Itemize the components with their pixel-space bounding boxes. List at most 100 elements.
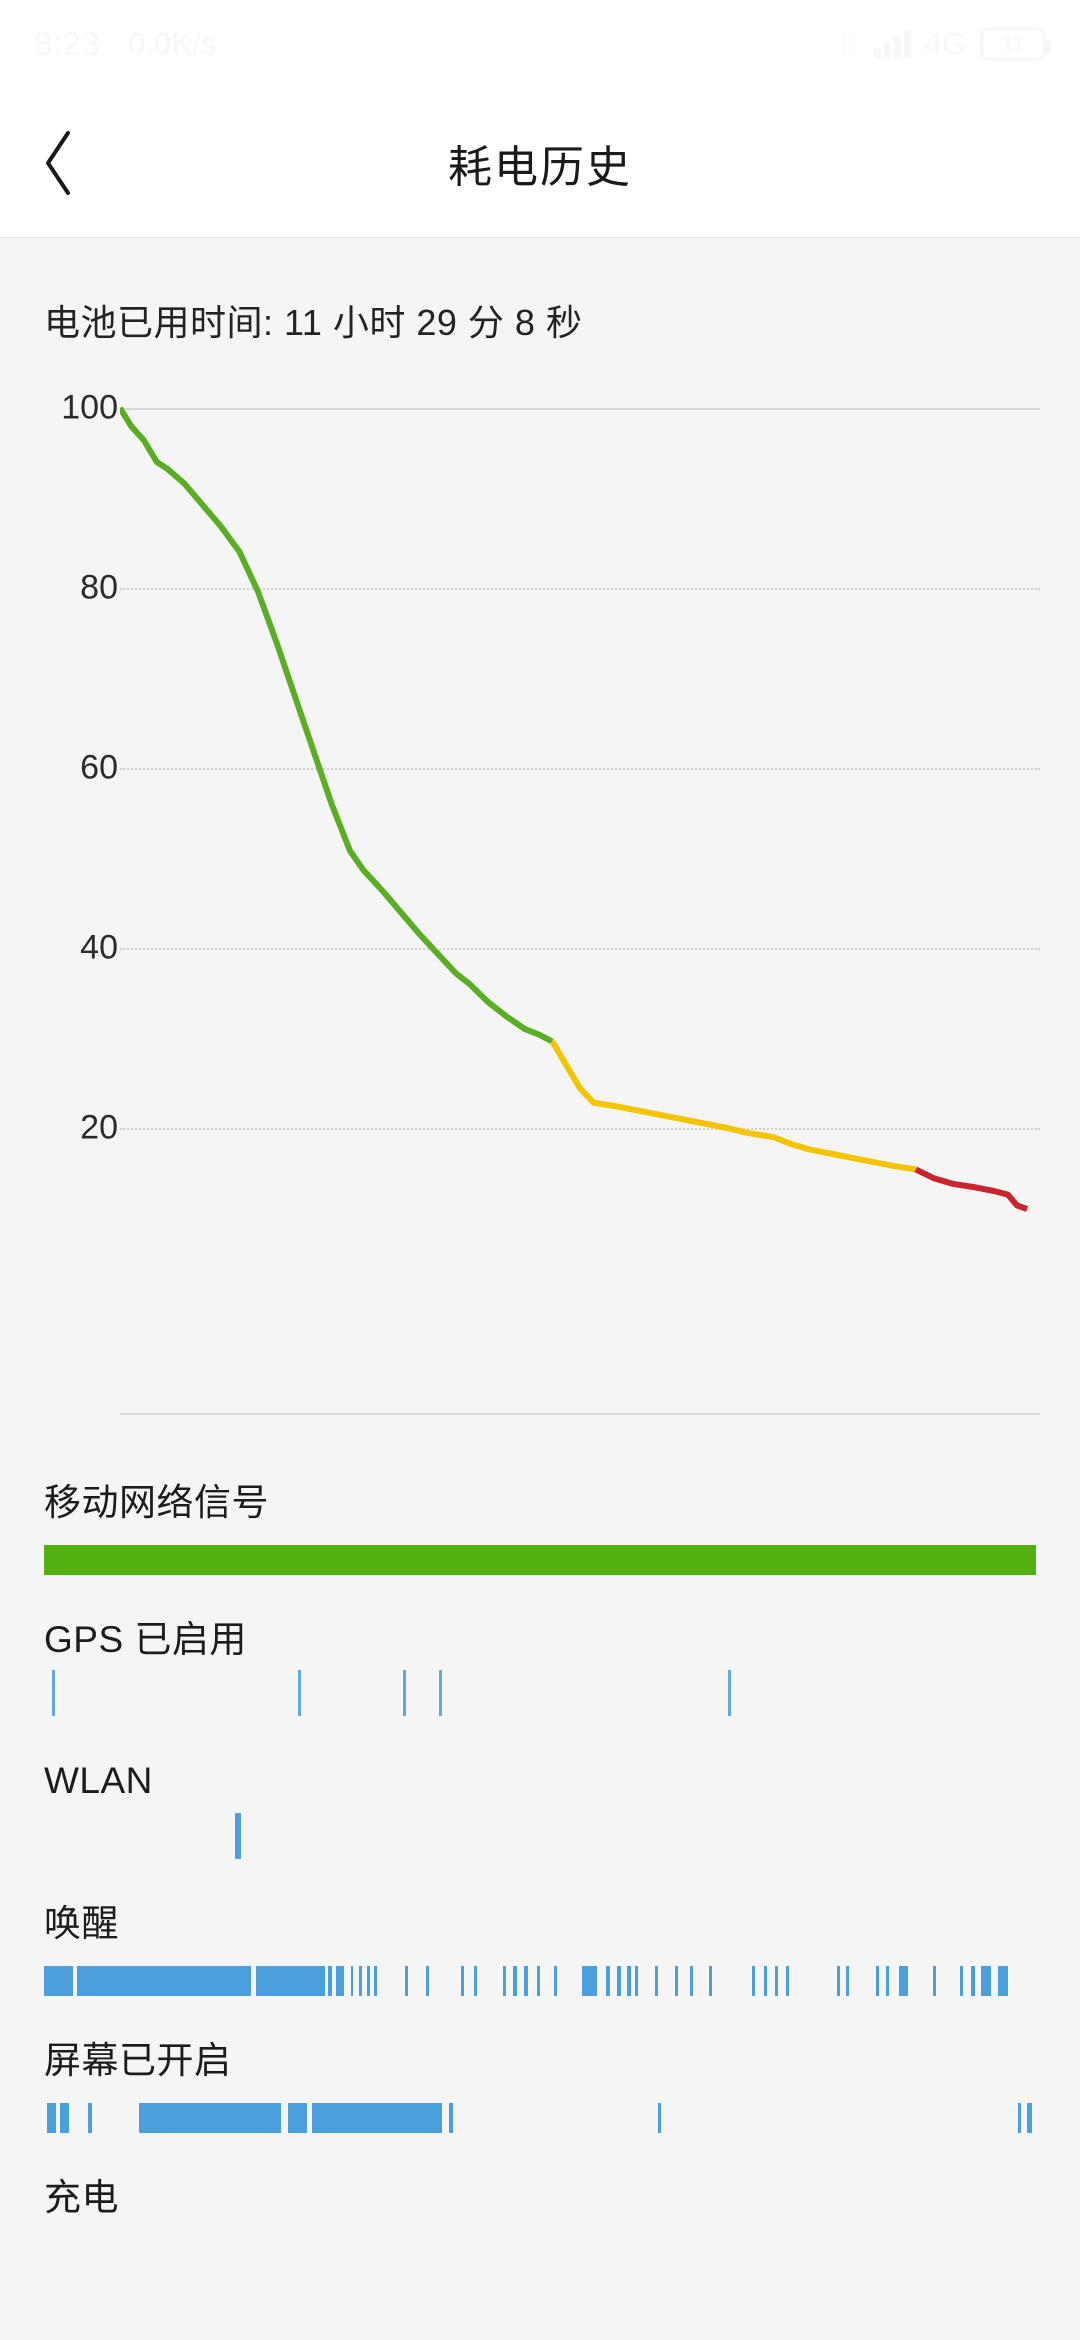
stat-row: 充电 bbox=[0, 2179, 1080, 2270]
chart-y-tick-label: 40 bbox=[80, 928, 118, 967]
stat-rows: 移动网络信号 GPS 已启用 WLAN 唤醒 屏幕已开启 充电 bbox=[0, 1484, 1080, 2270]
stat-segment bbox=[44, 1966, 73, 1996]
status-bar-right: 4G 11 bbox=[840, 26, 1051, 62]
stat-segment bbox=[405, 1966, 409, 1996]
stat-segment bbox=[553, 1966, 558, 1996]
stat-segment bbox=[438, 1670, 442, 1716]
chevron-left-icon bbox=[38, 127, 82, 199]
stat-segment bbox=[674, 1966, 679, 1996]
chart-gridline bbox=[120, 768, 1040, 770]
stat-segment bbox=[374, 1966, 378, 1996]
stat-segment bbox=[1018, 2103, 1022, 2133]
main-content: 电池已用时间: 11 小时 29 分 8 秒 100 80 60 40 20 移动网络信… bbox=[0, 238, 1080, 2270]
chart-y-tick-label: 60 bbox=[80, 748, 118, 787]
stat-segment bbox=[606, 1966, 611, 1996]
signal-bars-icon bbox=[873, 30, 911, 58]
stat-segment bbox=[537, 1966, 541, 1996]
stat-row-track bbox=[44, 2103, 1036, 2133]
stat-segment bbox=[836, 1966, 840, 1996]
chart-gridline bbox=[120, 1128, 1040, 1130]
stat-row: 屏幕已开启 bbox=[0, 2042, 1080, 2133]
chart-line-series bbox=[552, 1042, 915, 1170]
stat-segment bbox=[655, 1966, 659, 1996]
chart-gridline bbox=[120, 408, 1040, 410]
status-bar: 8:23 0.0K/s 4G 11 bbox=[0, 0, 1080, 88]
stat-segment bbox=[425, 1966, 429, 1996]
stat-segment bbox=[311, 2103, 442, 2133]
stat-segment bbox=[775, 1966, 779, 1996]
stat-segment bbox=[981, 1966, 992, 1996]
stat-segment bbox=[288, 2103, 307, 2133]
stat-segment bbox=[139, 2103, 282, 2133]
stat-segment bbox=[59, 2103, 69, 2133]
stat-row: 移动网络信号 bbox=[0, 1484, 1080, 1575]
stat-row-track bbox=[44, 1966, 1036, 1996]
stat-segment bbox=[235, 1813, 242, 1859]
stat-segment bbox=[627, 1966, 631, 1996]
stat-row-label: 充电 bbox=[44, 2177, 119, 2218]
chart-gridline bbox=[120, 948, 1040, 950]
battery-level-text: 11 bbox=[1002, 32, 1024, 56]
stat-segment bbox=[752, 1966, 756, 1996]
stat-segment bbox=[581, 1966, 597, 1996]
stat-segment bbox=[350, 1966, 354, 1996]
stat-segment bbox=[998, 1966, 1009, 1996]
stat-segment bbox=[256, 1966, 325, 1996]
stat-segment bbox=[448, 2103, 453, 2133]
stat-segment bbox=[503, 1966, 507, 1996]
stat-segment bbox=[689, 1966, 694, 1996]
stat-segment bbox=[87, 2103, 92, 2133]
app-header: 耗电历史 bbox=[0, 88, 1080, 238]
stat-segment bbox=[728, 1670, 732, 1716]
stat-segment bbox=[764, 1966, 768, 1996]
stat-segment bbox=[359, 1966, 363, 1996]
stat-row-label: 屏幕已开启 bbox=[44, 2040, 232, 2081]
stat-segment bbox=[367, 1966, 371, 1996]
stat-segment bbox=[899, 1966, 909, 1996]
stat-segment bbox=[845, 1966, 849, 1996]
stat-segment bbox=[635, 1966, 639, 1996]
status-bar-left: 8:23 0.0K/s bbox=[34, 25, 216, 63]
back-button[interactable] bbox=[0, 88, 120, 238]
network-speed-text: 0.0K/s bbox=[128, 26, 217, 61]
battery-history-chart: 100 80 60 40 20 bbox=[0, 346, 1080, 1466]
stat-segment bbox=[786, 1966, 789, 1996]
stat-row: GPS 已启用 bbox=[0, 1621, 1080, 1716]
chart-bottom-axis bbox=[120, 1413, 1040, 1415]
stat-segment bbox=[932, 1966, 936, 1996]
chart-y-tick-label: 20 bbox=[80, 1108, 118, 1147]
stat-segment bbox=[297, 1670, 301, 1716]
chart-y-tick-label: 100 bbox=[61, 388, 118, 427]
stat-segment bbox=[876, 1966, 880, 1996]
page-title: 耗电历史 bbox=[448, 142, 632, 192]
stat-row-label: 唤醒 bbox=[44, 1903, 119, 1944]
stat-segment bbox=[76, 1966, 252, 1996]
stat-row-track bbox=[44, 1545, 1036, 1575]
stat-segment bbox=[403, 1670, 406, 1716]
stat-segment bbox=[460, 1966, 464, 1996]
stat-segment bbox=[327, 1966, 333, 1996]
status-clock: 8:23 bbox=[34, 25, 101, 62]
bluetooth-icon bbox=[840, 29, 860, 59]
network-type-text: 4G bbox=[924, 26, 966, 61]
battery-time-label: 电池已用时间: 11 小时 29 分 8 秒 bbox=[44, 302, 583, 343]
stat-segment bbox=[51, 1670, 55, 1716]
chart-y-tick-label: 80 bbox=[80, 568, 118, 607]
stat-segment bbox=[335, 1966, 344, 1996]
stat-segment bbox=[970, 1966, 976, 1996]
stat-row: 唤醒 bbox=[0, 1905, 1080, 1996]
chart-gridline bbox=[120, 588, 1040, 590]
stat-segment bbox=[524, 1966, 529, 1996]
stat-segment bbox=[708, 1966, 712, 1996]
stat-segment bbox=[46, 2103, 56, 2133]
stat-row-track bbox=[44, 1670, 1036, 1716]
stat-segment bbox=[959, 1966, 963, 1996]
stat-row-track bbox=[44, 2240, 1036, 2270]
stat-row-label: GPS 已启用 bbox=[44, 1619, 247, 1660]
stat-segment bbox=[886, 1966, 890, 1996]
stat-row-track bbox=[44, 1813, 1036, 1859]
stat-segment bbox=[473, 1966, 477, 1996]
chart-line-series bbox=[120, 408, 552, 1042]
stat-segment bbox=[513, 1966, 517, 1996]
stat-segment bbox=[617, 1966, 622, 1996]
